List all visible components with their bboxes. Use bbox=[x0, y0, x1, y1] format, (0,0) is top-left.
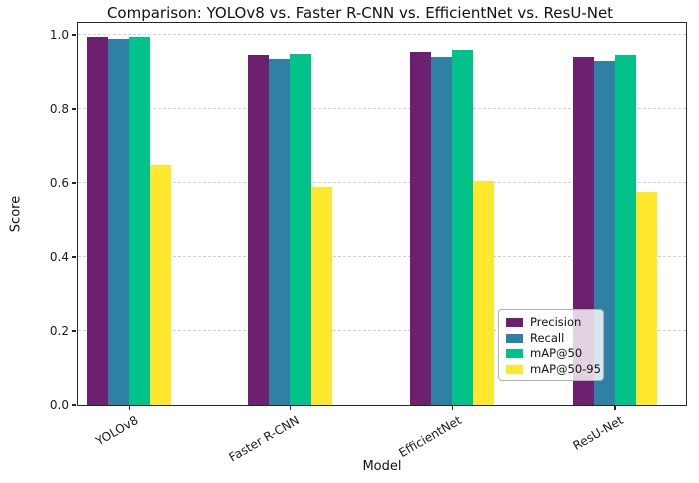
bar-map5095-efficientnet bbox=[472, 181, 494, 405]
bar-map5095-yolov8 bbox=[149, 164, 171, 405]
x-axis-label: Model bbox=[362, 459, 402, 474]
x-tick-mark bbox=[289, 406, 292, 410]
bar-precision-efficientnet bbox=[409, 51, 431, 405]
x-tick-mark bbox=[128, 406, 131, 410]
bar-map5095-fasterrcnn bbox=[310, 186, 332, 405]
y-tick-mark bbox=[72, 256, 76, 258]
bar-recall-yolov8 bbox=[107, 38, 129, 405]
x-tick-label: EfficientNet bbox=[395, 413, 464, 461]
legend-swatch-map5095 bbox=[506, 364, 523, 374]
legend-swatch-map50 bbox=[506, 349, 523, 359]
y-tick-label: 0.2 bbox=[49, 323, 69, 338]
legend-swatch-precision bbox=[506, 318, 523, 328]
bar-map5095-resunet bbox=[635, 192, 657, 405]
y-tick-label: 0.6 bbox=[49, 175, 69, 190]
y-axis-label: Score bbox=[8, 195, 24, 233]
legend-label: Recall bbox=[530, 330, 565, 345]
legend-item: mAP@50-95 bbox=[506, 362, 601, 378]
y-tick-mark bbox=[72, 404, 76, 406]
x-tick-label: ResU-Net bbox=[570, 413, 627, 453]
y-tick-mark bbox=[72, 182, 76, 184]
gridline bbox=[78, 182, 686, 184]
gridline bbox=[78, 34, 686, 36]
y-tick-label: 0.4 bbox=[49, 249, 69, 264]
bar-precision-yolov8 bbox=[86, 36, 108, 405]
y-tick-mark bbox=[72, 34, 76, 36]
y-tick-mark bbox=[72, 330, 76, 332]
y-tick-mark bbox=[72, 108, 76, 110]
bar-precision-fasterrcnn bbox=[247, 55, 269, 405]
bar-recall-fasterrcnn bbox=[268, 59, 290, 405]
y-tick-label: 0.8 bbox=[49, 101, 69, 116]
bar-map50-fasterrcnn bbox=[289, 53, 311, 405]
gridline bbox=[78, 256, 686, 258]
gridline bbox=[78, 108, 686, 110]
legend-label: mAP@50 bbox=[530, 346, 583, 361]
legend-swatch-recall bbox=[506, 333, 523, 343]
bar-recall-efficientnet bbox=[430, 57, 452, 405]
bar-map50-resunet bbox=[614, 55, 636, 405]
legend-label: Precision bbox=[530, 315, 582, 330]
bar-map50-yolov8 bbox=[128, 36, 150, 405]
gridline bbox=[78, 330, 686, 332]
plot-area bbox=[77, 22, 687, 406]
legend: Precision Recall mAP@50 mAP@50-95 bbox=[498, 309, 604, 381]
x-tick-label: Faster R-CNN bbox=[226, 413, 302, 465]
x-tick-mark bbox=[451, 406, 454, 410]
legend-item: Precision bbox=[506, 315, 596, 331]
legend-label: mAP@50-95 bbox=[530, 361, 601, 376]
legend-item: Recall bbox=[506, 331, 596, 347]
chart-title: Comparison: YOLOv8 vs. Faster R-CNN vs. … bbox=[106, 4, 614, 22]
legend-item: mAP@50 bbox=[506, 346, 596, 362]
y-tick-label: 0.0 bbox=[49, 397, 69, 412]
y-tick-label: 1.0 bbox=[49, 27, 69, 42]
x-tick-mark bbox=[614, 406, 616, 410]
x-tick-label: YOLOv8 bbox=[93, 413, 141, 449]
bar-map50-efficientnet bbox=[451, 49, 473, 405]
